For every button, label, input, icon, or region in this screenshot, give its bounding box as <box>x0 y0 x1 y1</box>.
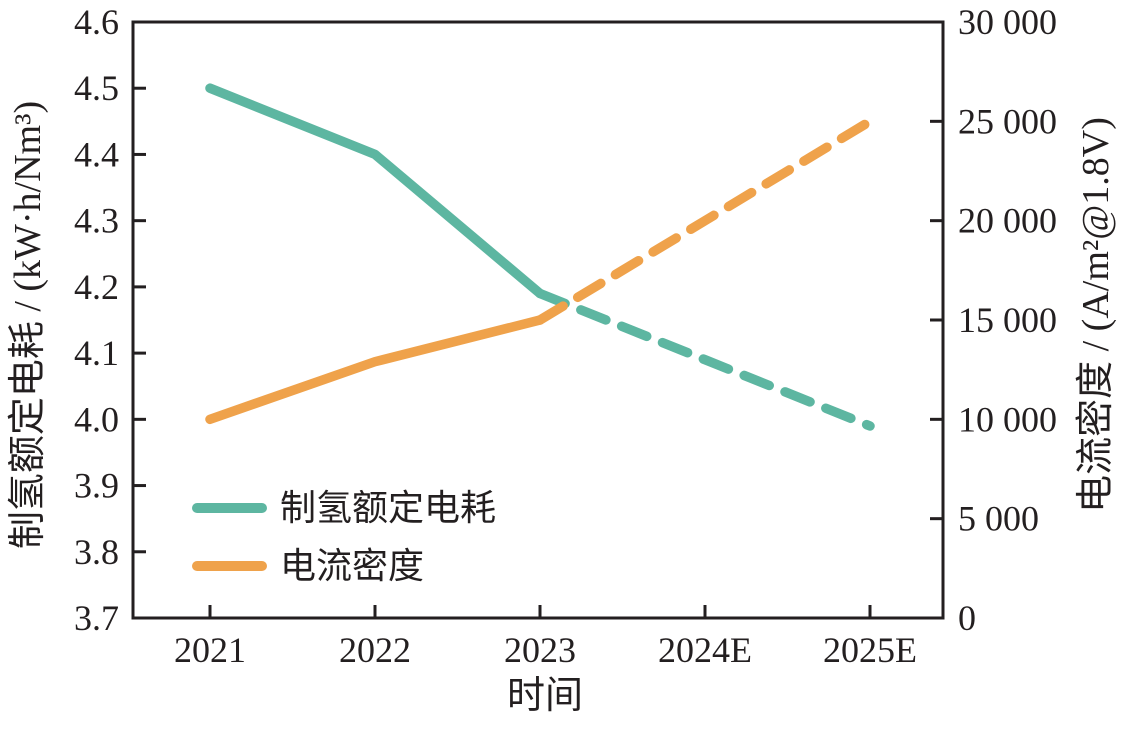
x-tick-label: 2024E <box>658 630 752 670</box>
y-left-tick-label: 3.7 <box>74 598 119 638</box>
legend: 制氢额定电耗 电流密度 <box>192 488 496 586</box>
y-right-tick-label: 20 000 <box>958 201 1057 241</box>
y-right-tick-label: 0 <box>958 598 976 638</box>
series-1-solid-line <box>205 315 545 425</box>
series-0-dashed-line <box>535 288 875 431</box>
legend-label-rated-consumption: 制氢额定电耗 <box>280 488 496 528</box>
y-left-tick-label: 4.6 <box>74 2 119 42</box>
y-right-tick-label: 15 000 <box>958 300 1057 340</box>
series-1-dashed-line <box>535 116 875 325</box>
y-left-tick-label: 4.2 <box>74 267 119 307</box>
y-right-tick-label: 30 000 <box>958 2 1057 42</box>
x-axis-title: 时间 <box>507 675 583 717</box>
x-tick-label: 2023 <box>504 630 576 670</box>
y-right-tick-label: 25 000 <box>958 101 1057 141</box>
y-right-tick-label: 10 000 <box>958 399 1057 439</box>
y-right-tick-label: 5 000 <box>958 499 1039 539</box>
y-left-tick-label: 3.8 <box>74 532 119 572</box>
y-left-axis-title: 制氢额定电耗 / (kW·h/Nm³) <box>7 101 49 549</box>
x-tick-label: 2025E <box>823 630 917 670</box>
x-tick-label: 2021 <box>174 630 246 670</box>
axis-ticks: 4.6 4.5 4.4 4.3 4.2 4.1 4.0 3.9 3.8 3.7 30 000 25 0… <box>74 2 1057 670</box>
y-left-tick-label: 4.4 <box>74 134 119 174</box>
y-left-tick-label: 4.5 <box>74 68 119 108</box>
y-left-tick-label: 4.0 <box>74 399 119 439</box>
data-series <box>205 83 875 431</box>
series-0-solid-line <box>205 83 545 299</box>
y-left-tick-label: 4.3 <box>74 201 119 241</box>
y-right-axis-title: 电流密度 / (A/m²@1.8V) <box>1075 117 1117 513</box>
legend-label-current-density: 电流密度 <box>280 546 424 586</box>
y-left-tick-label: 4.1 <box>74 333 119 373</box>
x-tick-label: 2022 <box>339 630 411 670</box>
y-left-tick-label: 3.9 <box>74 466 119 506</box>
